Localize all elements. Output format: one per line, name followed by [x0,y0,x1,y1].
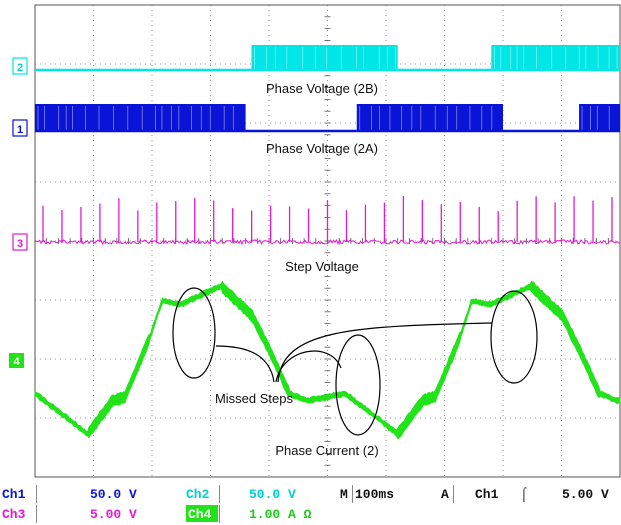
trace-channel-1 [35,104,620,133]
missed-steps-label: Missed Steps [215,391,294,406]
timebase: 100ms [355,487,394,502]
callout-line-1 [215,345,275,383]
svg-text:3: 3 [17,238,23,250]
step-baseline [34,238,621,246]
ch3-label: Ch3 [2,507,26,522]
ch1-label: Ch1 [2,487,26,502]
channel-3-marker: 3 [12,233,28,251]
pwm-burst [356,104,503,131]
trace-channel-2 [35,45,620,72]
trigger-slope-icon: ⌠ [520,487,528,502]
channel-2-marker: 2 [12,57,28,75]
pwm-burst [579,104,620,131]
ch4-scale: 1.00 A Ω [249,507,312,522]
label-phase-voltage-2b: Phase Voltage (2B) [266,81,378,96]
trigger-level: 5.00 V [562,487,609,502]
channel-1-marker: 1 [12,119,28,137]
label-phase-voltage-2a: Phase Voltage (2A) [266,141,378,156]
acquisition-mode: A [441,487,449,502]
trace-channel-4 [34,280,621,440]
pwm-burst [491,45,620,70]
pwm-burst [35,104,246,131]
missed-step-ellipse-3 [490,290,538,384]
current-waveform [34,280,621,440]
missed-step-ellipse-2 [335,334,381,436]
ch2-scale: 50.0 V [249,487,296,502]
ch4-label-bg [186,505,218,522]
ch3-scale: 5.00 V [90,507,137,522]
pwm-burst [251,45,398,70]
missed-steps-annotation: Missed Steps [172,287,538,436]
trace-layer [34,45,621,440]
missed-step-ellipse-1 [172,287,216,379]
ch4-label: Ch4 [188,507,212,522]
trace-channel-3 [34,196,621,246]
trigger-source: Ch1 [475,487,499,502]
time-mode: M [340,487,348,502]
svg-text:4: 4 [13,356,20,368]
label-phase-current: Phase Current (2) [275,443,378,458]
callout-line-3 [277,322,493,383]
ch1-scale: 50.0 V [90,487,137,502]
ch2-label: Ch2 [186,487,210,502]
callout-line-2 [275,350,342,383]
channel-4-marker: 4 [9,353,24,368]
status-bar: Ch1 50.0 V Ch2 50.0 V M 100ms A Ch1 ⌠ 5.… [2,485,609,523]
label-step-voltage: Step Voltage [285,259,359,274]
svg-text:2: 2 [17,62,23,74]
svg-text:1: 1 [17,124,23,136]
